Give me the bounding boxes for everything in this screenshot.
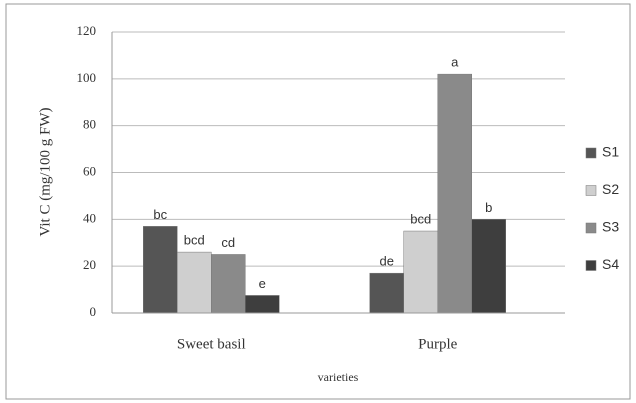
bar-label: bcd	[184, 233, 205, 248]
x-tick-label: Purple	[418, 336, 458, 352]
bar-label: b	[485, 200, 492, 215]
legend-label: S4	[602, 256, 619, 272]
x-axis-label: varieties	[318, 370, 359, 384]
bar	[403, 230, 438, 314]
y-tick-label: 0	[90, 304, 97, 319]
y-tick-label: 40	[83, 210, 96, 225]
chart-border	[5, 3, 631, 400]
y-tick-label: 100	[77, 70, 97, 85]
bar-label: bcd	[410, 211, 431, 226]
bar-label: e	[259, 276, 266, 291]
bar	[177, 251, 212, 314]
legend-swatch	[585, 185, 597, 196]
bar-label: bc	[153, 207, 167, 222]
y-tick-label: 60	[83, 163, 96, 178]
bar-label: cd	[221, 235, 235, 250]
bar	[471, 219, 506, 314]
bar	[437, 73, 472, 314]
bar	[143, 226, 178, 314]
legend-label: S2	[602, 181, 619, 197]
y-tick-label: 20	[83, 257, 96, 272]
legend-swatch	[585, 147, 597, 159]
legend-label: S3	[602, 219, 619, 235]
y-tick-label: 80	[83, 117, 96, 132]
bar-label: a	[451, 55, 459, 70]
bar	[245, 295, 280, 314]
legend-swatch	[585, 222, 597, 234]
bar	[211, 254, 246, 314]
y-tick-label: 120	[77, 23, 97, 38]
y-axis-label: Vit C (mg/100 g FW)	[37, 107, 53, 236]
legend-swatch	[585, 260, 597, 271]
legend-label: S1	[602, 144, 619, 160]
bar-label: de	[380, 254, 394, 269]
bar	[369, 272, 404, 314]
x-tick-label: Sweet basil	[177, 336, 246, 352]
